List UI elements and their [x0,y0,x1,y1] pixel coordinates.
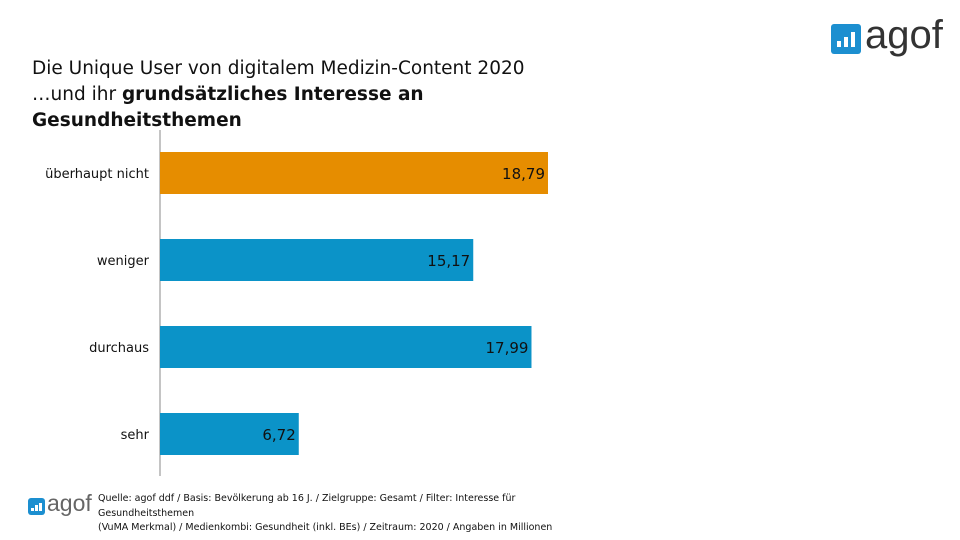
agof-logo: agof [831,15,943,55]
chart-title: Die Unique User von digitalem Medizin-Co… [32,56,525,134]
category-label: sehr [121,428,150,443]
bar-chart-logo-icon [831,24,861,54]
bar [160,239,474,281]
title-line3: Gesundheitsthemen [32,108,525,134]
data-label: 18,79 [502,165,545,183]
bar-chart-logo-icon [28,498,45,515]
source-line3: (VuMA Merkmal) / Medienkombi: Gesundheit… [98,522,553,533]
bar [160,413,299,455]
source-line1: Quelle: agof ddf / Basis: Bevölkerung ab… [98,493,516,504]
title-line1: Die Unique User von digitalem Medizin-Co… [32,58,525,79]
bar [160,326,532,368]
agof-logo-small: agof [28,492,92,515]
title-bold-2: Gesundheitsthemen [32,110,242,131]
category-label: überhaupt nicht [45,167,149,182]
title-line2: …und ihr grundsätzliches Interesse an [32,82,525,108]
source-line2: Gesundheitsthemen [98,507,195,519]
data-label: 6,72 [262,426,295,444]
title-bold: grundsätzliches Interesse an [121,84,424,105]
title-prefix: …und ihr [32,84,122,105]
category-label: weniger [97,254,150,269]
source-note: Quelle: agof ddf / Basis: Bevölkerung ab… [98,492,552,536]
data-label: 17,99 [486,339,529,357]
bar [160,152,548,194]
category-label: durchaus [89,341,149,356]
data-label: 15,17 [427,252,470,270]
